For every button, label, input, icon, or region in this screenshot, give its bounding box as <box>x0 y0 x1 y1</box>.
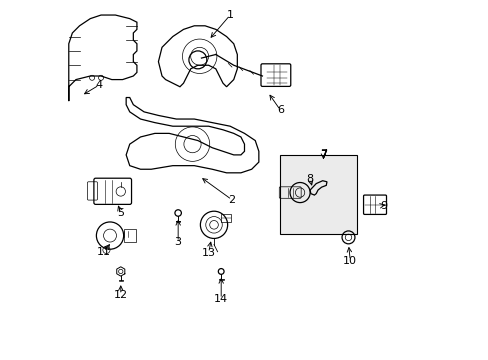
Text: 8: 8 <box>306 174 313 184</box>
Bar <box>123 229 136 242</box>
Text: 10: 10 <box>343 256 357 266</box>
Text: 7: 7 <box>319 149 326 159</box>
Text: 6: 6 <box>276 105 283 115</box>
Text: 3: 3 <box>174 237 181 247</box>
Text: 13: 13 <box>201 248 215 258</box>
Text: 11: 11 <box>97 247 111 257</box>
Text: 4: 4 <box>96 80 102 90</box>
Text: 14: 14 <box>214 294 228 304</box>
Text: 1: 1 <box>226 10 233 20</box>
Text: 12: 12 <box>114 290 127 300</box>
FancyBboxPatch shape <box>280 155 357 234</box>
Text: 7: 7 <box>319 150 326 160</box>
Bar <box>221 214 231 222</box>
Text: 5: 5 <box>117 208 124 218</box>
Text: 7: 7 <box>319 150 326 160</box>
Text: 9: 9 <box>379 201 386 211</box>
Text: 2: 2 <box>228 195 235 205</box>
